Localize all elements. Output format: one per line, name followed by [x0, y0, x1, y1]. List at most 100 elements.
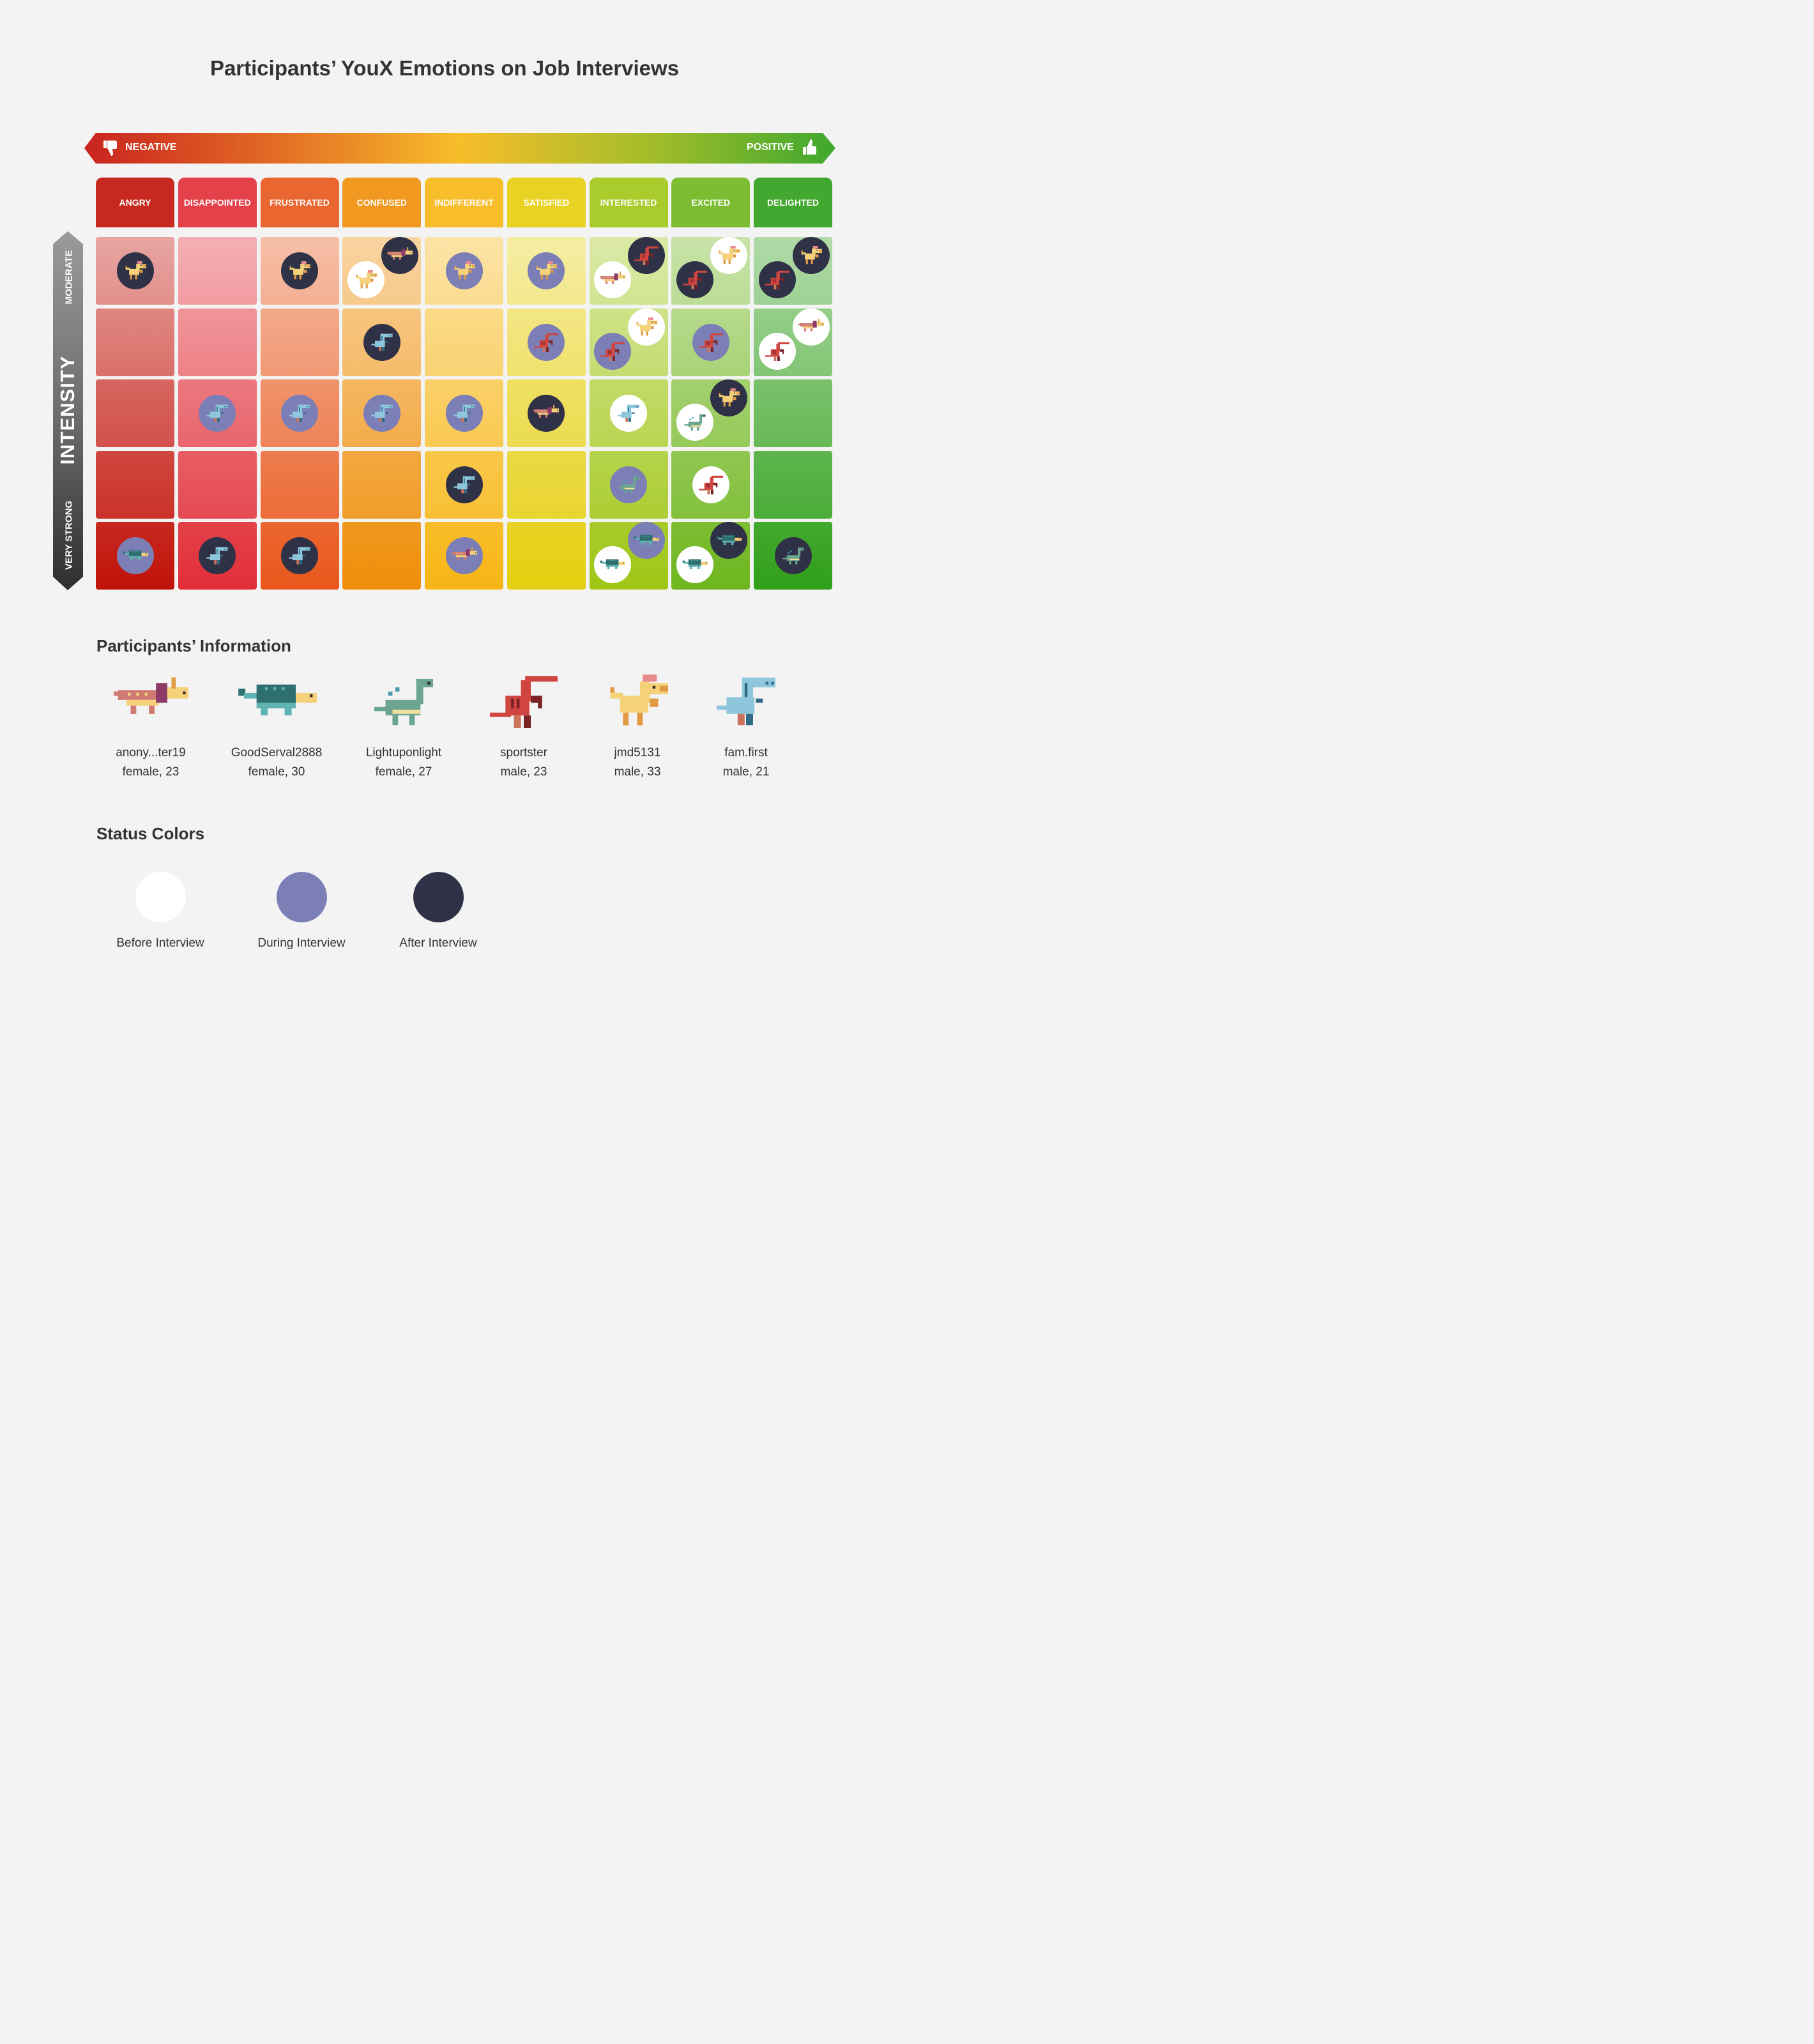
participant-token-anon-during[interactable] — [445, 537, 483, 574]
grid-cell — [754, 450, 832, 519]
participant-token-sport-after[interactable] — [758, 261, 796, 298]
participant-token-fam-after[interactable] — [281, 537, 318, 574]
sentiment-scale-bar — [84, 133, 835, 164]
grid-cell — [342, 450, 422, 519]
participant-meta: male, 33 — [614, 765, 661, 779]
participant-token-jmd-during[interactable] — [445, 252, 483, 289]
status-legend-after: After Interview — [374, 872, 502, 950]
dino-icon — [125, 261, 146, 280]
negative-label: NEGATIVE — [125, 142, 177, 153]
column-header-indifferent: INDIFFERENT — [425, 178, 503, 227]
column-header-angry: ANGRY — [96, 178, 174, 227]
column-header-delighted: DELIGHTED — [754, 178, 832, 227]
dino-icon — [684, 414, 706, 431]
dino-icon — [600, 342, 625, 361]
participant-token-jmd-before[interactable] — [347, 261, 385, 298]
dino-icon — [618, 476, 639, 493]
participant-token-fam-during[interactable] — [445, 395, 483, 432]
dino-icon — [206, 547, 228, 565]
participant-token-anon-before[interactable] — [594, 261, 631, 298]
participant-token-jmd-before[interactable] — [628, 308, 665, 346]
participant-token-good-during[interactable] — [116, 537, 154, 574]
grid-cell — [178, 237, 257, 305]
dino-icon — [289, 547, 310, 565]
grid-cell — [260, 308, 339, 376]
participant-token-anon-after[interactable] — [528, 395, 565, 432]
participant-token-good-before[interactable] — [676, 546, 713, 583]
participant-card-sport: sportster male, 23 — [466, 669, 581, 782]
crested-dino-icon — [609, 675, 668, 726]
participant-token-sport-during[interactable] — [528, 323, 565, 361]
intensity-bottom-label: VERY STRONG — [63, 500, 75, 570]
page-title: Participants’ YouX Emotions on Job Inter… — [210, 56, 680, 80]
status-color-swatch — [276, 872, 327, 922]
participant-token-fam-during[interactable] — [199, 395, 236, 432]
participant-token-light-after[interactable] — [774, 537, 812, 574]
participant-token-fam-during[interactable] — [281, 395, 318, 432]
participant-token-jmd-during[interactable] — [528, 252, 565, 289]
participant-token-fam-during[interactable] — [363, 395, 400, 432]
dino-icon — [453, 404, 475, 422]
dino-icon — [801, 246, 822, 264]
dino-icon — [682, 559, 708, 570]
participant-card-fam: fam.first male, 21 — [689, 669, 804, 782]
dino-icon — [533, 405, 560, 418]
grid-cell — [260, 450, 339, 519]
dino-icon — [782, 547, 804, 565]
participant-name: anony...ter19 — [116, 746, 186, 759]
dino-icon — [600, 271, 625, 284]
participant-name: sportster — [500, 746, 547, 759]
participant-token-good-after[interactable] — [710, 522, 747, 559]
grid-cell — [178, 450, 257, 519]
participant-token-sport-before[interactable] — [692, 466, 729, 503]
participant-meta: female, 30 — [248, 765, 305, 779]
participant-token-sport-before[interactable] — [758, 332, 796, 370]
dino-icon — [719, 246, 740, 264]
dino-icon — [636, 317, 657, 335]
participant-token-sport-during[interactable] — [692, 323, 729, 361]
participant-token-jmd-after[interactable] — [116, 252, 154, 289]
participant-token-good-before[interactable] — [594, 546, 631, 583]
participant-token-light-during[interactable] — [610, 466, 647, 503]
dino-icon — [289, 261, 310, 280]
participant-token-jmd-after[interactable] — [710, 379, 747, 416]
dino-icon — [123, 550, 148, 561]
intensity-title: INTENSITY — [56, 355, 79, 465]
participant-meta: male, 21 — [722, 765, 770, 779]
trex-icon — [717, 677, 775, 726]
participant-token-light-before[interactable] — [676, 404, 713, 441]
grid-cell — [507, 450, 586, 519]
participant-token-fam-after[interactable] — [363, 323, 400, 361]
dino-icon — [454, 261, 475, 280]
participant-token-jmd-after[interactable] — [281, 252, 318, 289]
dino-icon — [682, 270, 707, 289]
participant-token-fam-before[interactable] — [610, 395, 647, 432]
participant-token-sport-after[interactable] — [676, 261, 713, 298]
dino-icon — [453, 476, 475, 493]
dino-icon — [536, 261, 558, 280]
participant-token-anon-after[interactable] — [381, 237, 418, 274]
participant-token-jmd-before[interactable] — [710, 237, 747, 274]
column-header-confused: CONFUSED — [342, 178, 422, 227]
status-color-swatch — [135, 872, 186, 922]
participant-token-anon-before[interactable] — [792, 308, 830, 346]
dino-icon — [386, 247, 413, 260]
grid-cell — [425, 308, 503, 376]
status-label: After Interview — [399, 936, 477, 950]
dino-icon — [600, 559, 625, 570]
page: Participants’ YouX Emotions on Job Inter… — [0, 0, 889, 1002]
participant-token-sport-during[interactable] — [594, 332, 631, 370]
participant-token-sport-after[interactable] — [628, 237, 665, 274]
column-header-interested: INTERESTED — [589, 178, 668, 227]
participant-token-jmd-after[interactable] — [792, 237, 830, 274]
participant-token-fam-after[interactable] — [445, 466, 483, 503]
grid-cell — [96, 379, 174, 447]
raptor-icon — [490, 676, 558, 728]
dino-icon — [634, 535, 659, 545]
participants-heading: Participants’ Information — [96, 636, 291, 655]
participant-token-fam-after[interactable] — [199, 537, 236, 574]
participant-token-good-during[interactable] — [628, 522, 665, 559]
column-header-excited: EXCITED — [671, 178, 751, 227]
dino-icon — [451, 547, 477, 560]
participant-name: jmd5131 — [614, 746, 661, 759]
